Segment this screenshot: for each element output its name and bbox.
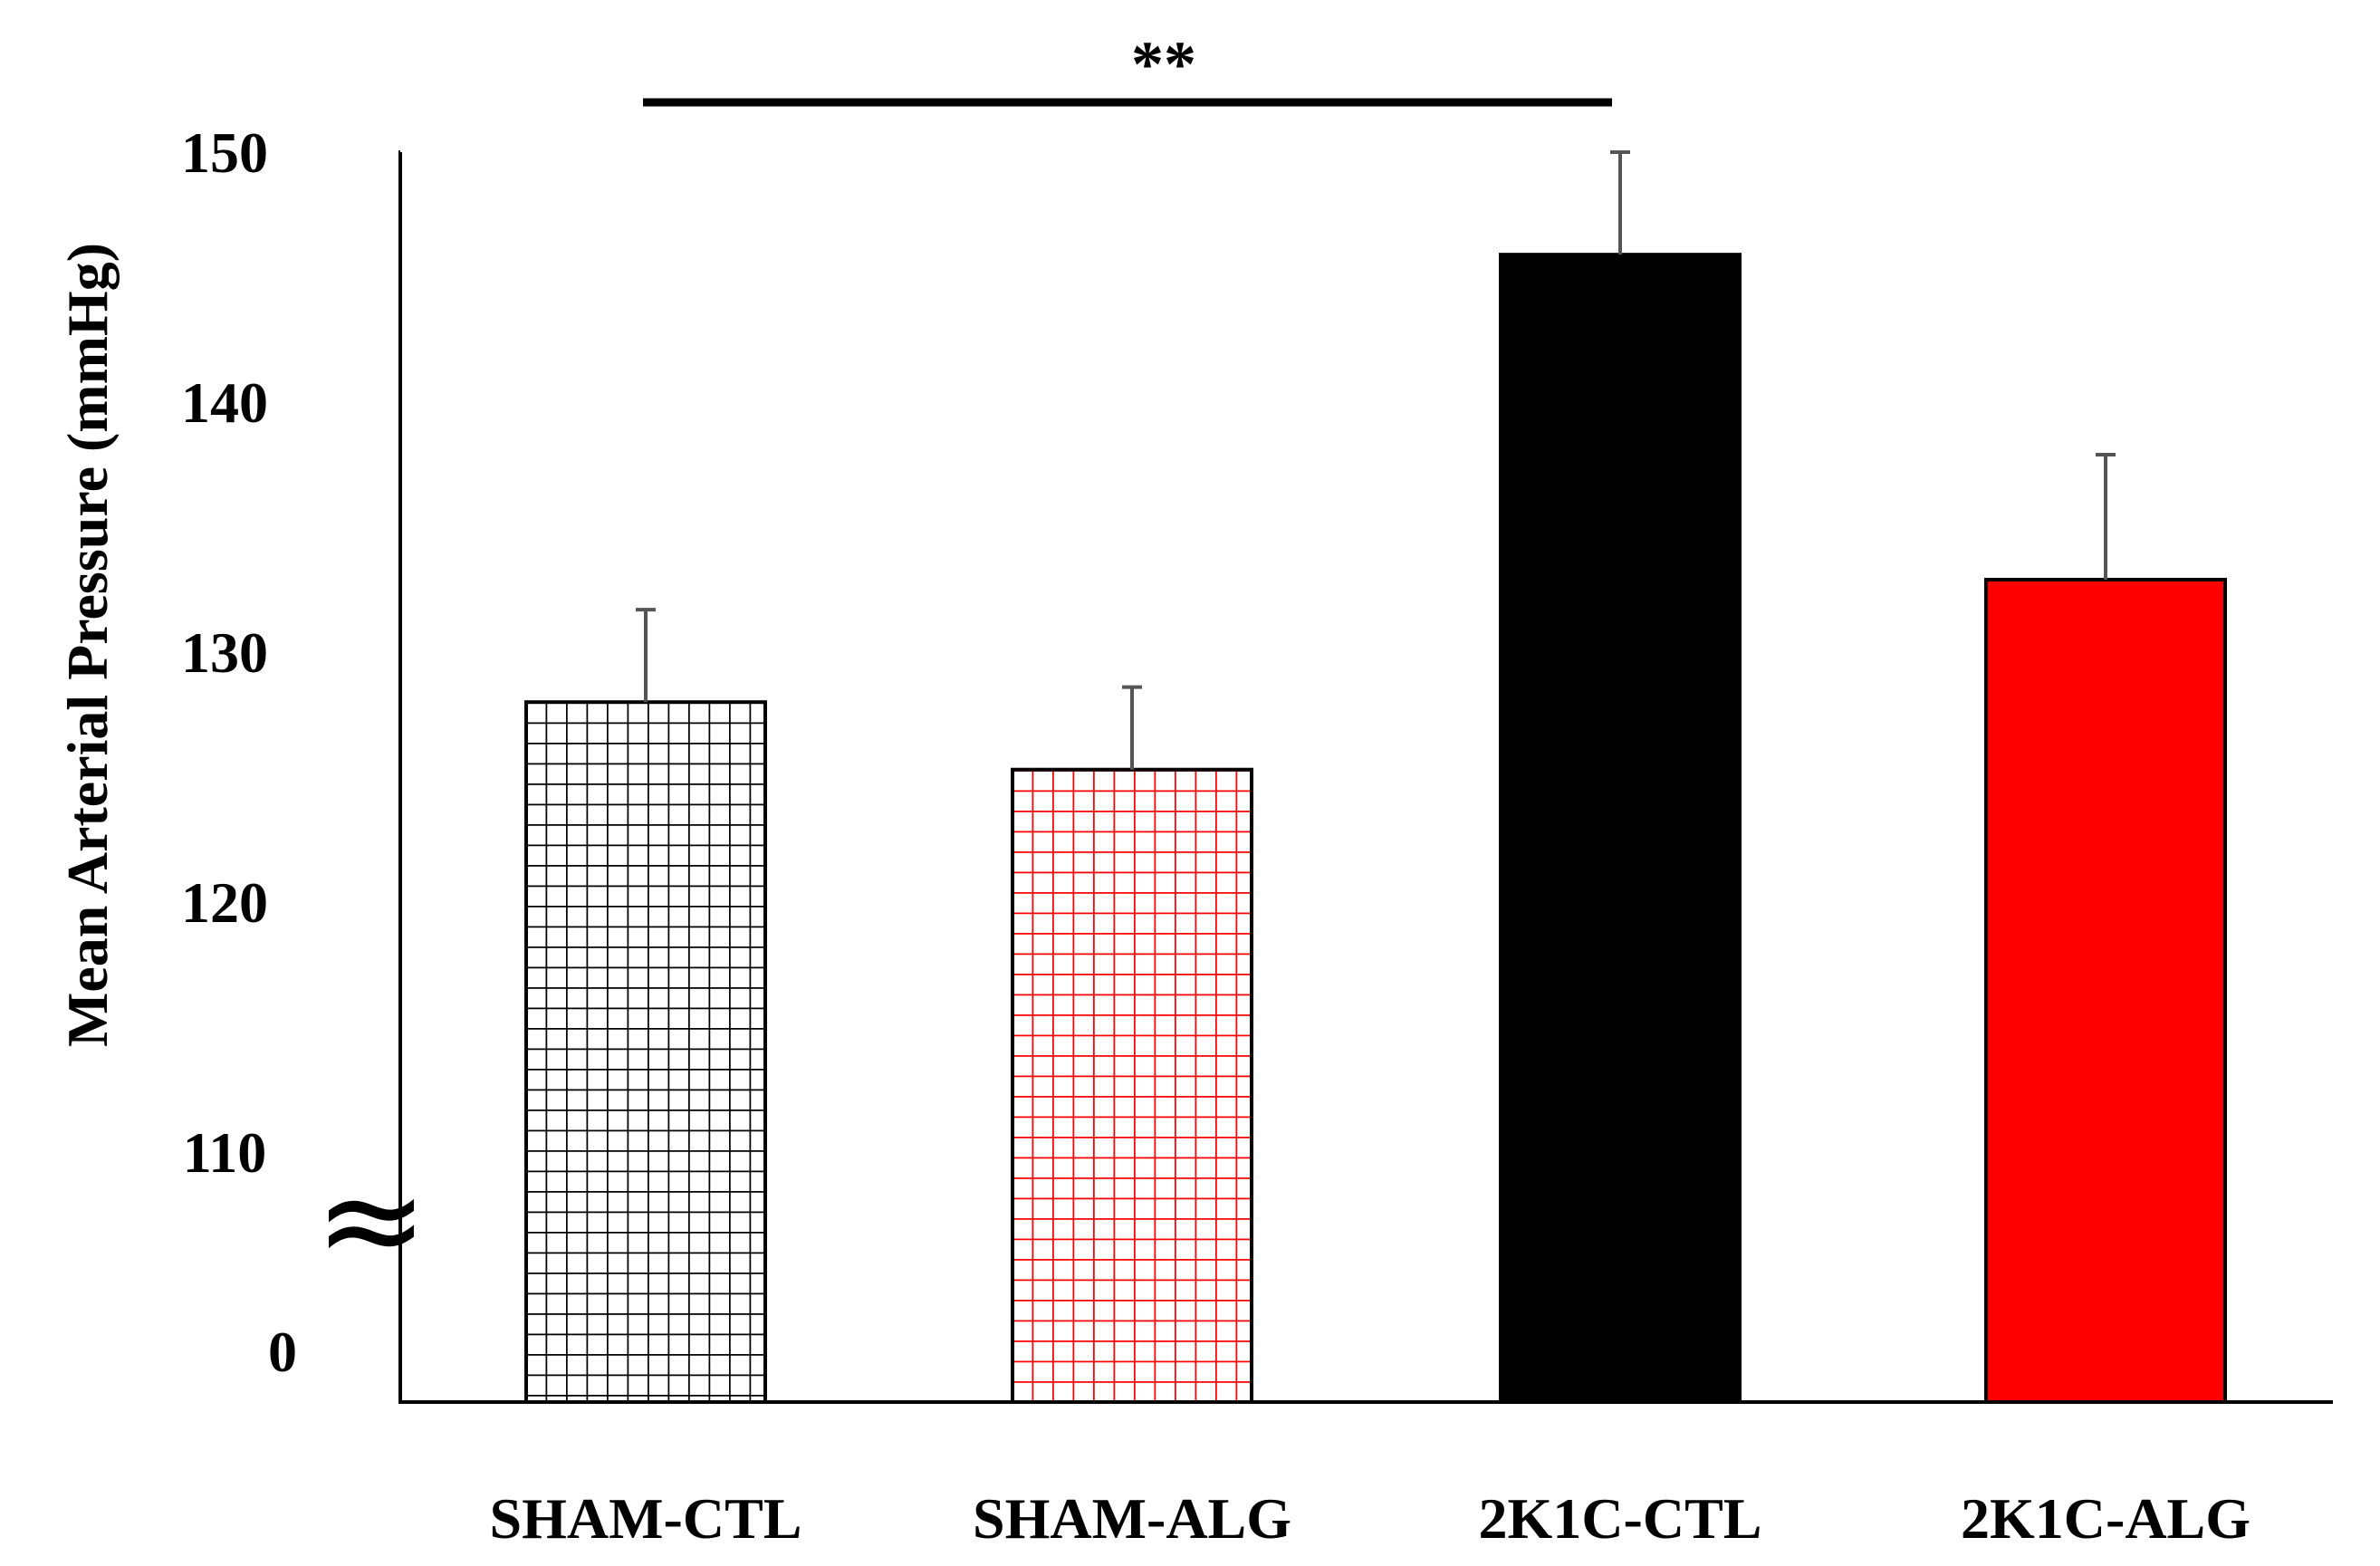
y-tick-label-zero: 0 (268, 1320, 297, 1384)
y-tick-label: 110 (183, 1120, 266, 1185)
x-category-label: SHAM-ALG (973, 1486, 1291, 1551)
y-tick-label: 150 (181, 120, 268, 185)
bar-sham-ctl (524, 700, 767, 1404)
x-category-label: 2K1C-ALG (1961, 1486, 2250, 1551)
x-category-label: 2K1C-CTL (1479, 1486, 1762, 1551)
y-tick-label: 120 (181, 870, 268, 935)
y-axis-title: Mean Arterial Pressure (mmHg) (55, 243, 120, 1047)
axis-break-symbol: ≈ (314, 1141, 428, 1299)
bar-sham-alg (1011, 767, 1253, 1404)
bar-2k1c-alg (1984, 577, 2227, 1404)
x-category-label: SHAM-CTL (490, 1486, 802, 1551)
y-tick-label: 140 (181, 370, 268, 435)
bar-2k1c-ctl (1499, 253, 1742, 1404)
significance-label: ** (1131, 28, 1196, 101)
y-tick-label: 130 (181, 620, 268, 685)
